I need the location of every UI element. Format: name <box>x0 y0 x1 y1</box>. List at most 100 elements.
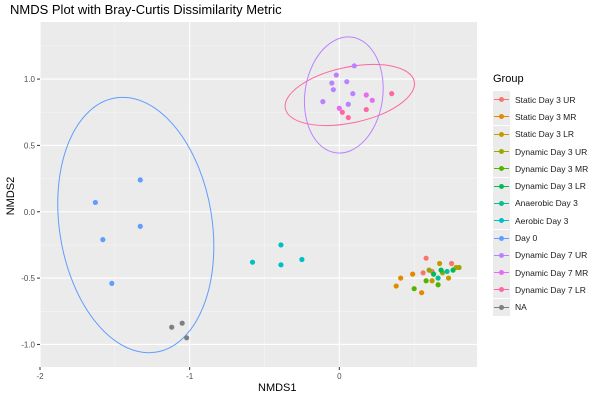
ellipse-layer <box>57 36 415 354</box>
legend-key-icon <box>493 91 510 109</box>
data-point <box>429 278 435 284</box>
legend-item: Dynamic Day 7 MR <box>493 264 598 282</box>
legend-item: Aerobic Day 3 <box>493 212 598 230</box>
data-point <box>410 271 416 277</box>
data-point <box>278 262 284 268</box>
plot-panel <box>40 22 477 367</box>
legend-label: Dynamic Day 7 MR <box>515 267 589 278</box>
legend-items: Static Day 3 UR Static Day 3 MR Static Day… <box>493 91 598 316</box>
data-point <box>426 267 432 273</box>
data-point <box>393 283 399 289</box>
data-point <box>389 91 395 97</box>
data-point <box>179 320 185 326</box>
legend-key-icon <box>493 298 510 316</box>
x-tick-label: -2 <box>36 372 44 381</box>
legend-label: Dynamic Day 7 LR <box>515 284 586 295</box>
y-tick-label: -1.0 <box>21 340 35 349</box>
legend-key-icon <box>493 281 510 299</box>
data-point <box>329 80 335 86</box>
data-point <box>430 271 437 277</box>
legend-label: Static Day 3 LR <box>515 129 575 140</box>
legend-item: Static Day 3 LR <box>493 125 598 143</box>
data-point <box>350 91 356 97</box>
legend-key-icon <box>493 160 510 178</box>
legend-item: Dynamic Day 3 MR <box>493 160 598 178</box>
legend-label: NA <box>515 302 527 313</box>
legend-key-icon <box>493 212 510 230</box>
y-axis-title: NMDS2 <box>5 176 17 216</box>
legend-item: Anaerobic Day 3 <box>493 194 598 212</box>
legend-label: Dynamic Day 3 MR <box>515 163 589 174</box>
data-point <box>109 280 115 287</box>
legend-key-icon <box>493 246 510 264</box>
legend-key-icon <box>493 264 510 282</box>
data-point <box>137 177 143 183</box>
x-axis-title: NMDS1 <box>258 382 297 394</box>
legend-label: Static Day 3 MR <box>515 111 577 122</box>
data-point <box>345 101 351 107</box>
data-point <box>278 242 284 248</box>
data-point <box>351 63 357 69</box>
y-tick-label: -0.5 <box>21 274 35 283</box>
data-point <box>363 92 369 98</box>
point-layer <box>92 63 462 341</box>
data-point <box>420 270 426 276</box>
data-point <box>444 268 450 275</box>
legend-item: Dynamic Day 7 LR <box>493 281 598 299</box>
legend-label: Dynamic Day 3 LR <box>515 181 586 192</box>
chart-title: NMDS Plot with Bray-Curtis Dissimilarity… <box>10 2 282 17</box>
data-point <box>435 275 441 281</box>
legend-key-icon <box>493 194 510 212</box>
legend-key-icon <box>493 229 510 247</box>
ellipse-day-0 <box>57 96 215 354</box>
data-point <box>92 199 98 206</box>
data-point <box>448 260 455 267</box>
legend-label: Anaerobic Day 3 <box>515 198 578 209</box>
data-point <box>419 290 425 296</box>
legend-item: Day 0 <box>493 229 598 247</box>
legend: Group Static Day 3 UR Static Day 3 MR Stat… <box>493 73 598 316</box>
data-point <box>411 286 417 292</box>
x-tick-label: -1 <box>186 372 194 381</box>
legend-key-icon <box>493 177 510 195</box>
data-point <box>100 237 106 243</box>
legend-item: Static Day 3 UR <box>493 91 598 109</box>
legend-label: Dynamic Day 3 UR <box>515 146 588 157</box>
data-point <box>344 79 350 85</box>
data-point <box>423 278 429 284</box>
legend-item: Static Day 3 MR <box>493 108 598 126</box>
y-tick-label: 0.5 <box>24 141 36 150</box>
legend-item: Dynamic Day 3 LR <box>493 177 598 195</box>
data-point <box>320 99 326 105</box>
data-point <box>363 106 369 113</box>
data-point <box>435 282 441 288</box>
tick-layer: -2 -1 0 -1.0 -0.5 0.0 0.5 1.0 <box>21 75 342 381</box>
data-point <box>336 105 342 111</box>
legend-key-icon <box>493 143 510 161</box>
data-point <box>436 260 443 267</box>
data-point <box>456 264 462 271</box>
legend-label: Dynamic Day 7 UR <box>515 250 588 261</box>
ellipse-dynamic-day-7-ur <box>303 36 384 154</box>
y-tick-label: 0.0 <box>24 208 36 217</box>
ellipse-dynamic-day-7-lr <box>284 63 415 126</box>
data-point <box>423 255 429 261</box>
legend-key-icon <box>493 108 510 126</box>
legend-label: Aerobic Day 3 <box>515 215 569 226</box>
legend-label: Static Day 3 UR <box>515 94 576 105</box>
legend-item: Dynamic Day 3 UR <box>493 143 598 161</box>
data-point <box>333 72 339 78</box>
data-point <box>137 223 143 229</box>
legend-item: NA <box>493 298 598 316</box>
y-tick-label: 1.0 <box>24 75 36 84</box>
data-point <box>438 267 444 273</box>
data-point <box>184 335 190 341</box>
legend-title: Group <box>493 73 524 85</box>
data-point <box>445 275 452 281</box>
data-point <box>345 114 351 121</box>
data-point <box>169 324 175 330</box>
data-point <box>299 256 305 263</box>
legend-item: Dynamic Day 7 UR <box>493 246 598 264</box>
